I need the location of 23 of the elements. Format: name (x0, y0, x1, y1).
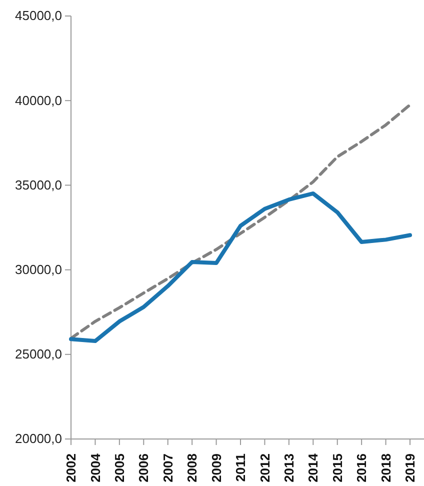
y-tick-label: 40000,0 (15, 92, 62, 108)
x-tick-label: 2014 (306, 452, 321, 482)
y-tick-label: 25000,0 (15, 346, 62, 362)
y-tick-label: 30000,0 (15, 262, 62, 277)
x-tick-label: 2016 (354, 454, 370, 482)
x-tick-label: 2002 (64, 454, 79, 482)
x-tick-label: 2006 (136, 454, 152, 482)
x-tick-label: 2019 (402, 454, 418, 482)
x-tick-label: 2008 (184, 454, 200, 482)
x-tick-label: 2012 (257, 454, 272, 482)
x-tick-label: 2005 (112, 454, 127, 482)
x-tick-label: 2013 (281, 454, 296, 482)
line-series (70, 103, 412, 340)
x-tick-label: 2009 (208, 454, 224, 482)
y-tick-label: 35000,0 (15, 177, 62, 192)
y-tick-label: 20000,0 (15, 431, 62, 446)
x-tick-label: 2011 (233, 454, 248, 482)
x-tick-label: 2015 (330, 454, 345, 482)
x-tick-label: 2007 (160, 454, 176, 482)
y-tick-label: 45000,0 (15, 8, 62, 24)
x-tick-label: 2018 (378, 454, 394, 482)
x-tick-label: 2004 (88, 452, 103, 482)
line-series (69, 191, 412, 344)
